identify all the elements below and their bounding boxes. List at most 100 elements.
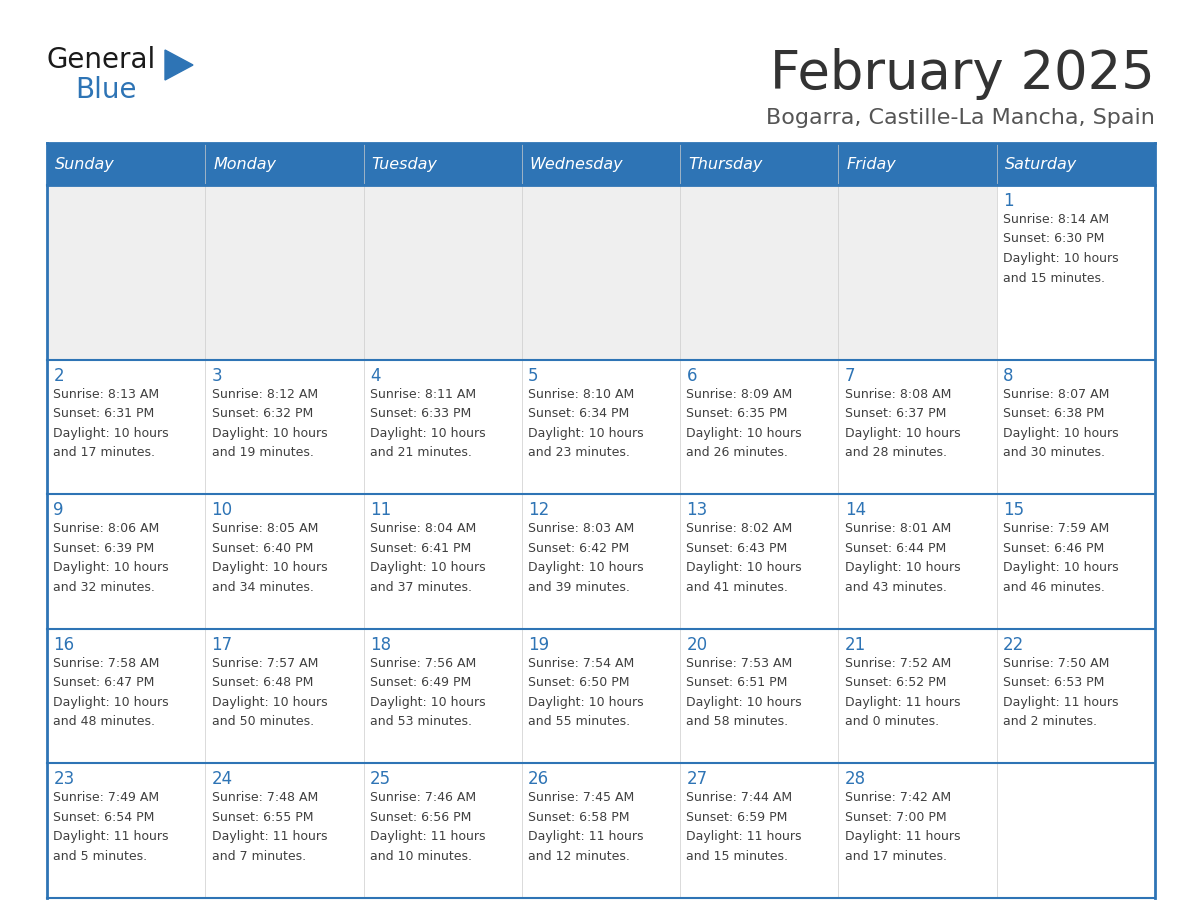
Text: Bogarra, Castille-La Mancha, Spain: Bogarra, Castille-La Mancha, Spain [766,108,1155,128]
Text: Daylight: 10 hours: Daylight: 10 hours [211,427,327,440]
Text: Daylight: 10 hours: Daylight: 10 hours [53,696,169,709]
Text: Sunset: 6:37 PM: Sunset: 6:37 PM [845,408,946,420]
Text: 14: 14 [845,501,866,520]
Text: 20: 20 [687,636,708,654]
Text: Sunrise: 7:53 AM: Sunrise: 7:53 AM [687,657,792,670]
Bar [681,764,839,898]
Text: Sunrise: 8:07 AM: Sunrise: 8:07 AM [1003,387,1110,400]
Text: Sunset: 6:42 PM: Sunset: 6:42 PM [529,542,630,554]
Text: 4: 4 [369,366,380,385]
Bar [997,185,1155,360]
Bar [681,143,839,185]
Text: 12: 12 [529,501,549,520]
Text: Sunrise: 7:59 AM: Sunrise: 7:59 AM [1003,522,1110,535]
Text: Wednesday: Wednesday [530,156,624,172]
Text: Sunrise: 7:58 AM: Sunrise: 7:58 AM [53,657,159,670]
Bar [206,764,364,898]
Text: Daylight: 10 hours: Daylight: 10 hours [687,561,802,575]
Bar [997,629,1155,764]
Text: Daylight: 11 hours: Daylight: 11 hours [687,831,802,844]
Text: 11: 11 [369,501,391,520]
Text: Sunrise: 8:01 AM: Sunrise: 8:01 AM [845,522,952,535]
Text: Daylight: 10 hours: Daylight: 10 hours [529,427,644,440]
Text: and 46 minutes.: and 46 minutes. [1003,581,1105,594]
Text: 7: 7 [845,366,855,385]
Text: Sunrise: 7:46 AM: Sunrise: 7:46 AM [369,791,476,804]
Bar [839,185,997,360]
Text: and 10 minutes.: and 10 minutes. [369,850,472,863]
Text: Sunset: 6:41 PM: Sunset: 6:41 PM [369,542,472,554]
Text: Sunset: 6:47 PM: Sunset: 6:47 PM [53,677,154,689]
Text: and 34 minutes.: and 34 minutes. [211,581,314,594]
Text: Sunset: 6:39 PM: Sunset: 6:39 PM [53,542,154,554]
Text: Daylight: 10 hours: Daylight: 10 hours [687,427,802,440]
Text: 22: 22 [1003,636,1024,654]
Text: Sunrise: 7:49 AM: Sunrise: 7:49 AM [53,791,159,804]
Text: February 2025: February 2025 [770,48,1155,100]
Text: 5: 5 [529,366,538,385]
Text: and 37 minutes.: and 37 minutes. [369,581,472,594]
Text: Sunrise: 8:03 AM: Sunrise: 8:03 AM [529,522,634,535]
Bar [522,185,681,360]
Text: Sunset: 6:43 PM: Sunset: 6:43 PM [687,542,788,554]
Text: Sunrise: 7:54 AM: Sunrise: 7:54 AM [529,657,634,670]
Text: Daylight: 11 hours: Daylight: 11 hours [369,831,486,844]
Text: and 0 minutes.: and 0 minutes. [845,715,939,728]
Text: Friday: Friday [846,156,896,172]
Text: Sunset: 6:51 PM: Sunset: 6:51 PM [687,677,788,689]
Text: Sunrise: 8:14 AM: Sunrise: 8:14 AM [1003,213,1110,226]
Text: Sunset: 6:35 PM: Sunset: 6:35 PM [687,408,788,420]
Text: Sunrise: 7:52 AM: Sunrise: 7:52 AM [845,657,952,670]
Text: Saturday: Saturday [1005,156,1076,172]
Text: 24: 24 [211,770,233,789]
Bar [48,360,206,494]
Bar [364,185,522,360]
Text: Daylight: 10 hours: Daylight: 10 hours [53,561,169,575]
Text: Sunrise: 7:57 AM: Sunrise: 7:57 AM [211,657,318,670]
Text: and 48 minutes.: and 48 minutes. [53,715,156,728]
Text: Daylight: 10 hours: Daylight: 10 hours [211,696,327,709]
Text: and 50 minutes.: and 50 minutes. [211,715,314,728]
Text: and 7 minutes.: and 7 minutes. [211,850,305,863]
Bar [48,629,206,764]
Text: Sunrise: 8:10 AM: Sunrise: 8:10 AM [529,387,634,400]
Bar [48,185,206,360]
Bar [522,629,681,764]
Bar [997,143,1155,185]
Text: and 12 minutes.: and 12 minutes. [529,850,630,863]
Text: Sunrise: 8:11 AM: Sunrise: 8:11 AM [369,387,476,400]
Text: 26: 26 [529,770,549,789]
Text: Sunset: 6:58 PM: Sunset: 6:58 PM [529,811,630,824]
Text: Sunrise: 7:45 AM: Sunrise: 7:45 AM [529,791,634,804]
Text: Daylight: 10 hours: Daylight: 10 hours [1003,252,1119,265]
Text: Sunrise: 7:56 AM: Sunrise: 7:56 AM [369,657,476,670]
Text: 15: 15 [1003,501,1024,520]
Bar [681,360,839,494]
Text: Sunrise: 8:13 AM: Sunrise: 8:13 AM [53,387,159,400]
Text: Sunset: 6:44 PM: Sunset: 6:44 PM [845,542,946,554]
Text: and 30 minutes.: and 30 minutes. [1003,446,1105,459]
Text: 17: 17 [211,636,233,654]
Text: and 53 minutes.: and 53 minutes. [369,715,472,728]
Bar [839,764,997,898]
Bar [48,764,206,898]
Text: Sunset: 6:34 PM: Sunset: 6:34 PM [529,408,630,420]
Bar [681,185,839,360]
Text: and 41 minutes.: and 41 minutes. [687,581,789,594]
Text: Sunset: 7:00 PM: Sunset: 7:00 PM [845,811,947,824]
Bar [48,143,206,185]
Bar [206,629,364,764]
Text: 21: 21 [845,636,866,654]
Text: General: General [48,46,157,74]
Bar [839,143,997,185]
Text: and 58 minutes.: and 58 minutes. [687,715,789,728]
Bar [206,360,364,494]
Text: and 43 minutes.: and 43 minutes. [845,581,947,594]
Text: and 5 minutes.: and 5 minutes. [53,850,147,863]
Bar [364,360,522,494]
Text: Sunset: 6:56 PM: Sunset: 6:56 PM [369,811,472,824]
Text: and 32 minutes.: and 32 minutes. [53,581,156,594]
Text: Sunrise: 8:08 AM: Sunrise: 8:08 AM [845,387,952,400]
Text: Sunset: 6:49 PM: Sunset: 6:49 PM [369,677,472,689]
Text: 3: 3 [211,366,222,385]
